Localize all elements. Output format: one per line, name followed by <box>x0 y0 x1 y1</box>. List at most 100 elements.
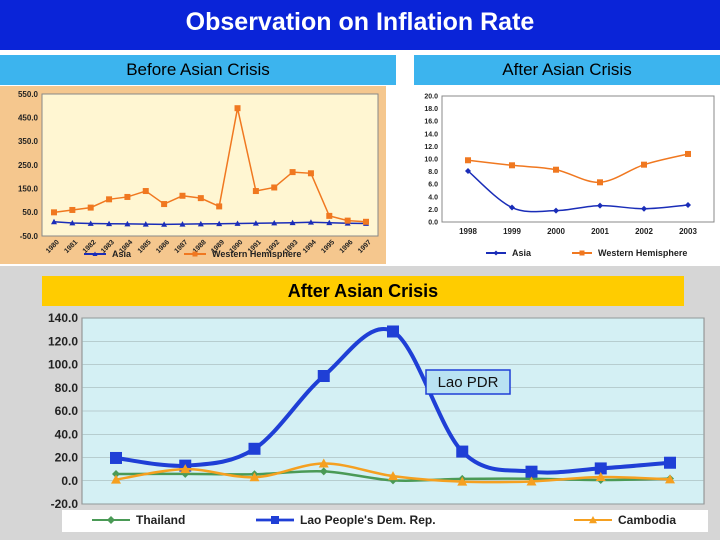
data-point-thailand <box>181 469 190 478</box>
after-crisis-label: After Asian Crisis <box>502 60 632 79</box>
y-tick-label: 0.0 <box>428 219 438 226</box>
annotation-label: Lao PDR <box>438 374 499 391</box>
y-tick-label: 20.0 <box>424 93 438 100</box>
legend-marker <box>493 250 499 256</box>
data-point-asia <box>307 219 314 225</box>
data-point-western-hemisphere <box>51 209 57 216</box>
y-tick-label: 350.0 <box>18 137 39 146</box>
data-point-western-hemisphere <box>553 166 559 173</box>
x-tick-label: 2002 <box>635 227 653 236</box>
y-tick-label: 100.0 <box>48 358 78 372</box>
data-point-western-hemisphere <box>106 196 113 203</box>
legend-marker <box>192 251 198 257</box>
data-point-asia <box>465 167 471 174</box>
y-tick-label: 0.0 <box>61 474 78 488</box>
legend-label: Thailand <box>136 513 185 527</box>
y-tick-label: 80.0 <box>55 381 79 395</box>
x-tick-label: 2000 <box>547 227 565 236</box>
data-point-cambodia <box>388 471 398 481</box>
chart-after-crisis: 20.0 18.0 16.0 14.0 12.0 10.0 8.0 6.0 4.0 2.0 0.0 1… <box>414 86 720 264</box>
data-point-asia <box>553 207 559 214</box>
y-tick-label: 40.0 <box>55 427 79 441</box>
data-point-asia <box>87 220 94 226</box>
legend-marker <box>589 516 597 524</box>
data-point-asia <box>234 220 241 226</box>
y-tick-label: 450.0 <box>18 113 39 122</box>
data-point-asia <box>597 202 603 209</box>
legend-label: Asia <box>512 248 532 258</box>
before-crisis-banner: Before Asian Crisis <box>0 55 396 85</box>
data-point-lao-people-s-dem-rep <box>525 465 538 478</box>
legend-marker <box>107 516 115 524</box>
y-tick-label: 4.0 <box>428 194 438 201</box>
y-tick-label: 16.0 <box>424 119 438 126</box>
data-point-western-hemisphere <box>641 161 647 168</box>
data-point-thailand <box>112 470 120 479</box>
data-point-lao-people-s-dem-rep <box>456 445 469 458</box>
data-point-asia <box>641 205 647 212</box>
data-point-western-hemisphere <box>307 170 314 177</box>
data-point-asia <box>106 220 113 227</box>
data-point-western-hemisphere <box>197 195 204 202</box>
legend-label: Cambodia <box>618 513 676 527</box>
data-point-asia <box>124 220 131 227</box>
data-point-western-hemisphere <box>271 184 278 191</box>
y-tick-label: 140.0 <box>48 311 78 325</box>
data-point-asia <box>509 204 515 211</box>
legend-label: Western Hemisphere <box>212 249 301 259</box>
data-point-cambodia <box>111 474 121 484</box>
data-point-western-hemisphere <box>124 193 131 200</box>
after-crisis-banner-bottom: After Asian Crisis <box>42 276 684 306</box>
data-point-lao-people-s-dem-rep <box>248 442 261 455</box>
x-tick-label: 2001 <box>591 227 609 236</box>
data-point-western-hemisphere <box>234 105 241 112</box>
data-point-cambodia <box>318 458 329 468</box>
data-point-western-hemisphere <box>216 203 223 210</box>
series-line-western-hemisphere <box>467 153 689 184</box>
data-point-western-hemisphere <box>69 206 76 213</box>
before-crisis-label: Before Asian Crisis <box>126 60 270 79</box>
legend-marker <box>92 251 98 256</box>
legend-marker <box>271 516 279 524</box>
data-point-western-hemisphere <box>87 204 94 211</box>
data-point-cambodia <box>180 464 191 474</box>
legend-label: Lao People's Dem. Rep. <box>300 513 436 527</box>
series-line-asia <box>53 221 367 226</box>
data-point-asia <box>252 220 259 226</box>
data-point-cambodia <box>526 476 537 486</box>
y-tick-label: 50.0 <box>22 208 38 217</box>
y-tick-label: 550.0 <box>18 90 39 99</box>
data-point-asia <box>51 218 57 225</box>
data-point-western-hemisphere <box>597 179 603 186</box>
data-point-thailand <box>319 467 328 476</box>
y-tick-label: 2.0 <box>428 207 438 214</box>
data-point-lao-people-s-dem-rep <box>664 456 676 469</box>
data-point-lao-people-s-dem-rep <box>317 370 330 383</box>
data-point-western-hemisphere <box>179 192 186 199</box>
data-point-western-hemisphere <box>465 157 471 164</box>
data-point-cambodia <box>665 474 675 484</box>
y-tick-label: 250.0 <box>18 161 39 170</box>
after-crisis-banner: After Asian Crisis <box>414 55 720 85</box>
plot-area <box>441 95 715 223</box>
x-tick-label: 2003 <box>679 227 697 236</box>
y-tick-label: 150.0 <box>18 184 39 193</box>
x-tick-label: 1998 <box>459 227 477 236</box>
data-point-western-hemisphere <box>509 162 515 169</box>
data-point-asia <box>179 221 186 227</box>
y-tick-label: 8.0 <box>428 169 438 176</box>
data-point-western-hemisphere <box>344 217 351 224</box>
y-tick-label: 18.0 <box>424 106 438 113</box>
data-point-western-hemisphere <box>326 212 333 219</box>
data-point-cambodia <box>249 472 260 482</box>
y-tick-label: 12.0 <box>424 144 438 151</box>
data-point-western-hemisphere <box>142 188 149 195</box>
series-line-asia <box>467 170 689 213</box>
y-tick-label: 120.0 <box>48 334 78 348</box>
data-point-western-hemisphere <box>161 201 168 208</box>
data-point-western-hemisphere <box>289 169 296 176</box>
y-tick-label: -20.0 <box>51 497 79 511</box>
data-point-western-hemisphere <box>252 188 259 195</box>
data-point-asia <box>271 219 278 226</box>
